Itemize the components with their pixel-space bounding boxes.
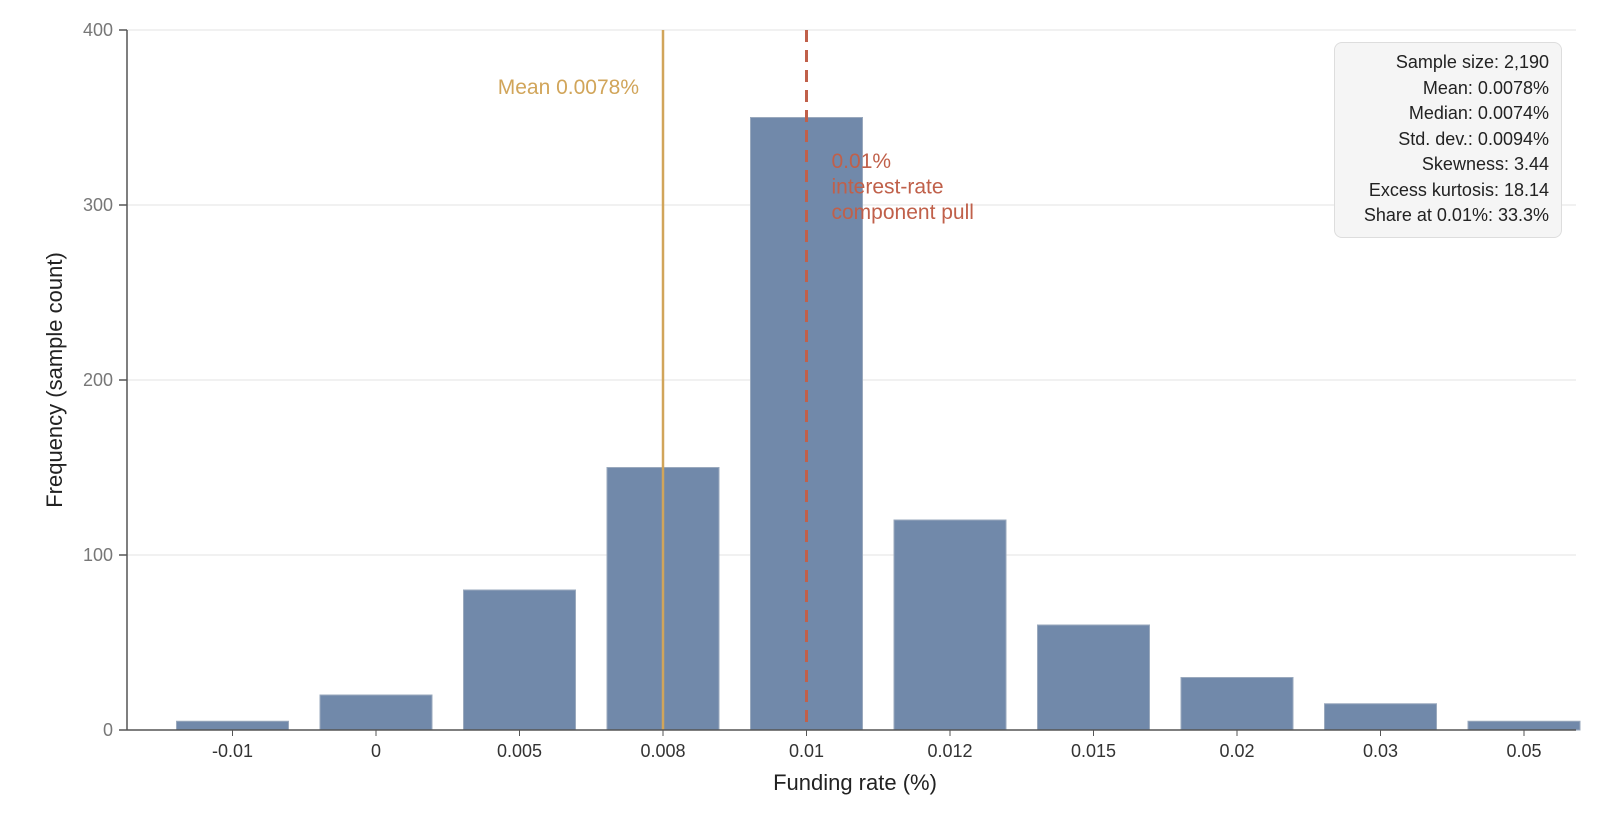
stats-mean: Mean: 0.0078%	[1422, 77, 1549, 98]
axes: 0 100 200 300 400 -0.01 0 0.005 0.008 0.01 0.012 0.…	[83, 20, 1576, 761]
stats-box: Sample size: 2,190 Mean: 0.0078% Median:…	[1334, 42, 1562, 238]
bar	[319, 694, 433, 731]
reference-label-line: component pull	[832, 201, 974, 224]
x-tick-label: 0.03	[1363, 741, 1398, 761]
stats-median: Median: 0.0074%	[1408, 103, 1549, 123]
bar	[1467, 720, 1581, 731]
y-tick-label: 0	[103, 720, 113, 740]
x-tick-label: 0.02	[1219, 741, 1254, 761]
x-axis-title: Funding rate (%)	[773, 770, 937, 795]
mean-label: Mean 0.0078%	[498, 76, 639, 99]
x-tick-label: 0.005	[497, 741, 542, 761]
reference-lines: Mean 0.0078% 0.01% interest-ratecomponent …	[498, 30, 974, 730]
x-tick-label: 0	[371, 741, 381, 761]
reference-label-line: interest-rate	[832, 176, 944, 199]
stats-skewness: Skewness: 3.44	[1421, 154, 1549, 174]
bar	[176, 720, 289, 731]
reference-label-line: 0.01%	[832, 150, 892, 173]
bar	[1324, 703, 1437, 731]
bar	[463, 589, 576, 731]
x-tick-label: 0.015	[1071, 741, 1116, 761]
bar	[1037, 624, 1150, 731]
x-tick-label: 0.008	[640, 741, 685, 761]
bar	[1180, 677, 1294, 731]
x-tick-label: 0.01	[789, 741, 824, 761]
stats-excess-kurtosis: Excess kurtosis: 18.14	[1368, 179, 1549, 200]
x-tick-label: 0.05	[1506, 741, 1541, 761]
y-tick-label: 200	[83, 370, 113, 390]
x-tick-label: -0.01	[212, 741, 253, 761]
stats-share-at-001: Share at 0.01%: 33.3%	[1363, 205, 1549, 225]
bar	[893, 519, 1007, 731]
stats-sample-size: Sample size: 2,190	[1395, 52, 1549, 72]
y-axis-title: Frequency (sample count)	[42, 252, 67, 508]
y-tick-label: 300	[83, 195, 113, 215]
y-tick-label: 100	[83, 545, 113, 565]
y-tick-label: 400	[83, 20, 113, 40]
stats-std-dev: Std. dev.: 0.0094%	[1398, 128, 1549, 149]
x-tick-label: 0.012	[927, 741, 972, 761]
